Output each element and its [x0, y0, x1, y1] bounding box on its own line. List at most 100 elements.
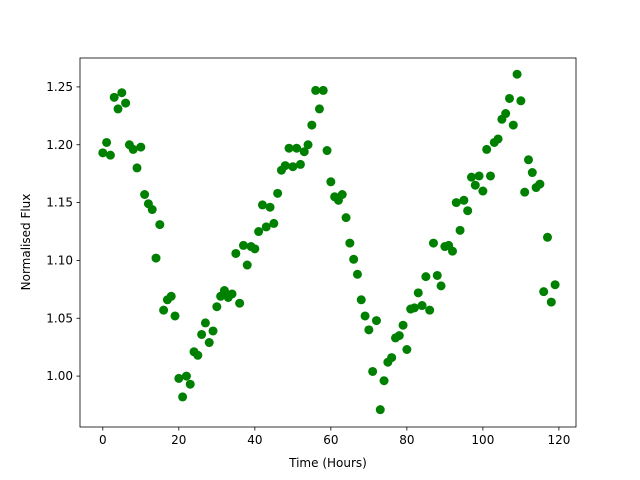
point [421, 272, 431, 282]
point [117, 88, 127, 98]
x-tick-label: 40 [247, 433, 262, 447]
point [121, 98, 131, 108]
point [337, 189, 347, 199]
x-tick-label: 80 [399, 433, 414, 447]
point [485, 171, 495, 181]
point [398, 320, 408, 330]
point [147, 205, 157, 215]
point [113, 104, 123, 114]
point [295, 159, 305, 169]
point [284, 143, 294, 153]
point [470, 180, 480, 190]
point [371, 316, 381, 326]
point [520, 187, 530, 197]
point [394, 331, 404, 341]
point [318, 85, 328, 95]
x-tick-label: 20 [171, 433, 186, 447]
y-tick-label: 1.05 [46, 311, 73, 325]
point [417, 301, 427, 311]
point [428, 238, 438, 248]
point [345, 238, 355, 248]
point [459, 195, 469, 205]
point [352, 269, 362, 279]
point [227, 289, 237, 299]
point [542, 232, 552, 242]
point [238, 240, 248, 250]
point [527, 168, 537, 178]
point [550, 280, 560, 290]
point [140, 189, 150, 199]
point [356, 295, 366, 305]
point [523, 155, 533, 165]
point [170, 311, 180, 321]
point [314, 104, 324, 114]
point [436, 281, 446, 291]
point [360, 311, 370, 321]
point [432, 270, 442, 280]
point [516, 96, 526, 106]
point [128, 144, 138, 154]
point [535, 179, 545, 189]
point [387, 353, 397, 363]
point [273, 188, 283, 198]
point [219, 286, 229, 296]
point [250, 244, 260, 254]
point [451, 198, 461, 208]
point [466, 172, 476, 182]
point [455, 225, 465, 235]
point [204, 338, 214, 348]
point [136, 142, 146, 152]
point [349, 254, 359, 264]
x-tick-label: 100 [471, 433, 494, 447]
point [132, 163, 142, 173]
point [493, 134, 503, 144]
point [265, 202, 275, 212]
point [166, 291, 176, 301]
point [303, 140, 313, 150]
point [501, 109, 511, 119]
point [185, 379, 195, 389]
point [307, 120, 317, 130]
point [261, 222, 271, 232]
point [178, 392, 188, 402]
point [512, 69, 522, 79]
point [193, 350, 203, 360]
point [409, 303, 419, 313]
point [212, 302, 222, 312]
point [181, 371, 191, 381]
point [413, 288, 423, 298]
point [425, 305, 435, 315]
point [159, 305, 169, 315]
point [235, 298, 245, 308]
y-tick-label: 1.10 [46, 253, 73, 267]
y-tick-label: 1.25 [46, 80, 73, 94]
point [98, 148, 108, 158]
point [151, 253, 161, 263]
y-tick-label: 1.15 [46, 196, 73, 210]
point [364, 325, 374, 335]
axes-frame [79, 57, 577, 428]
point [478, 186, 488, 196]
point [299, 147, 309, 157]
x-tick-label: 60 [323, 433, 338, 447]
point [326, 177, 336, 187]
point [254, 227, 264, 237]
point [155, 220, 165, 230]
point [208, 326, 218, 336]
x-tick-label: 120 [547, 433, 570, 447]
point [474, 171, 484, 181]
point [292, 143, 302, 153]
point [280, 161, 290, 171]
point [231, 248, 241, 258]
point [288, 162, 298, 172]
point [447, 246, 457, 256]
point [546, 297, 556, 307]
point [197, 329, 207, 339]
point [402, 344, 412, 354]
point [508, 120, 518, 130]
point [504, 93, 514, 103]
point [257, 200, 267, 210]
point [105, 150, 115, 160]
